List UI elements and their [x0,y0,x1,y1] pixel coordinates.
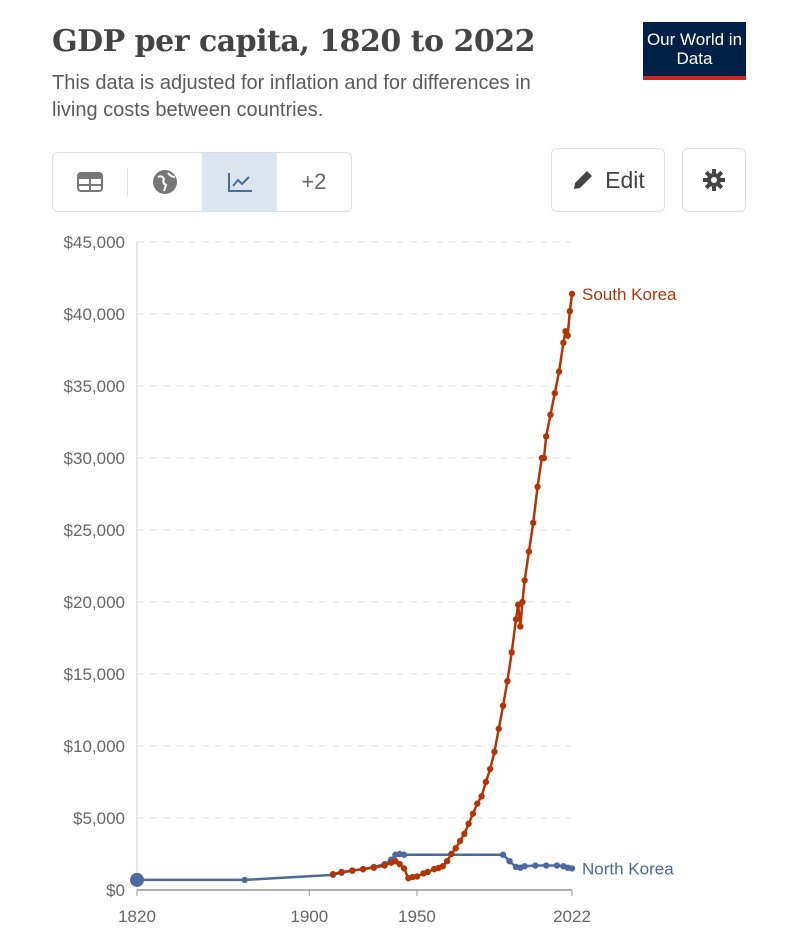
data-point [329,870,337,878]
data-point [461,830,468,838]
data-point [551,390,558,397]
chart-subtitle: This data is adjusted for inflation and … [52,72,531,121]
data-point [413,873,421,880]
data-point [452,845,459,852]
data-point [456,837,464,845]
view-tabs: +2 [52,152,352,212]
data-point [486,765,494,773]
data-point [130,872,144,887]
settings-button[interactable] [682,148,746,212]
data-point [504,678,511,685]
table-icon [77,172,104,192]
y-tick-label: $0 [106,881,125,900]
data-point [542,862,550,869]
data-point [506,858,513,865]
data-point [517,623,524,630]
y-tick-label: $25,000 [64,521,125,540]
data-point [568,865,576,872]
tab-more[interactable]: +2 [301,169,327,194]
data-point [564,332,571,339]
data-point [566,307,574,315]
data-point [338,868,345,876]
data-point [370,864,378,871]
globe-icon [153,170,178,194]
data-point [424,868,431,876]
data-point [478,793,485,800]
y-tick-label: $20,000 [64,593,125,612]
y-tick-label: $5,000 [73,809,125,828]
series-label: South Korea [582,285,677,304]
y-tick-label: $40,000 [64,305,125,324]
data-point [542,433,550,440]
data-point [482,778,490,786]
data-point [439,863,446,870]
series-south-korea [329,290,576,882]
series-line [332,293,574,880]
data-point [241,876,248,884]
data-point [519,598,526,606]
data-point [560,339,567,346]
data-point [396,860,403,868]
x-tick-label: 1900 [290,907,328,926]
data-point [521,863,528,870]
data-point [359,865,367,873]
data-point [532,862,539,869]
data-point [491,748,498,755]
data-point [553,862,561,869]
y-tick-label: $15,000 [64,665,125,684]
data-point [400,865,408,872]
x-tick-label: 1820 [118,907,156,926]
data-point [499,851,507,858]
data-point [534,483,541,490]
tab-chart[interactable] [202,153,277,211]
x-tick-label: 2022 [553,907,591,926]
series-label: North Korea [582,859,674,878]
y-tick-label: $30,000 [64,449,125,468]
data-point [568,290,576,298]
data-point [400,851,408,858]
data-point [555,368,563,375]
data-point [521,577,528,584]
data-point [474,800,481,807]
data-point [530,519,537,526]
data-point [495,725,502,732]
edit-label: Edit [605,166,645,193]
y-tick-label: $45,000 [64,233,125,252]
data-point [469,810,477,817]
data-point [547,411,554,418]
y-tick-label: $10,000 [64,737,125,756]
data-point [381,862,388,869]
edit-button[interactable]: Edit [551,148,665,212]
series-line [137,852,573,882]
data-point [349,867,356,874]
y-tick-label: $35,000 [64,377,125,396]
tab-divider [127,168,129,196]
data-point [448,850,455,858]
data-point [508,649,515,656]
line-chart-icon [227,173,252,192]
data-point [465,820,472,827]
pencil-icon [574,171,593,189]
data-point [512,616,520,623]
data-point [525,548,533,555]
gear-icon [703,169,725,191]
owid-logo[interactable]: Our World in Data [643,22,746,80]
x-tick-label: 1950 [398,907,436,926]
data-point [540,454,548,462]
data-point [443,858,451,865]
tab-map[interactable] [128,153,202,211]
chart-title: GDP per capita, 1820 to 2022 [52,24,535,59]
tab-table[interactable] [53,153,127,211]
data-point [499,702,507,709]
